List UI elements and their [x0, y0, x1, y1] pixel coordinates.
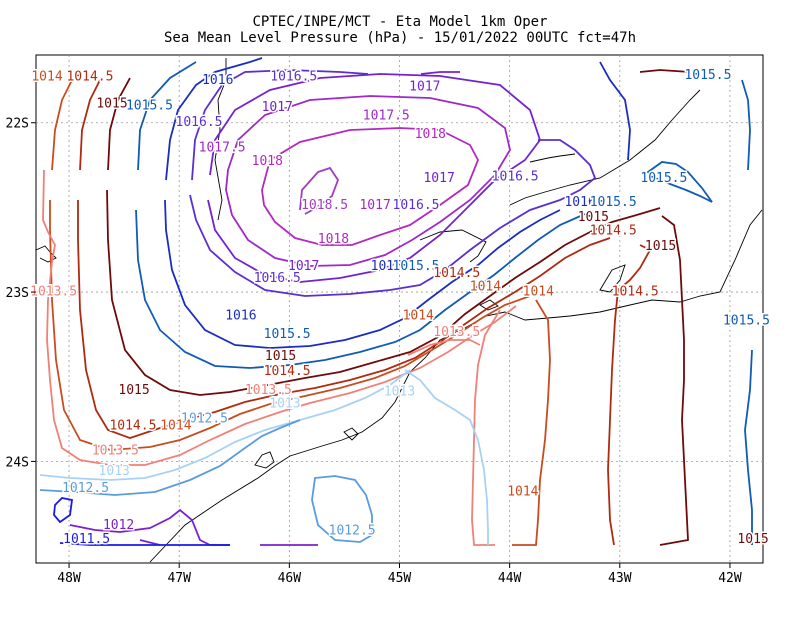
contour-label: 1015.5 — [590, 195, 637, 210]
contour-label: 1015 — [265, 349, 296, 364]
contour-label: 1013 — [384, 384, 415, 399]
contour-label: 1012 — [103, 518, 134, 533]
contour-label: 1013 — [99, 464, 130, 479]
contour-label: 1014.5 — [109, 418, 156, 433]
x-tick-label: 42W — [718, 571, 742, 586]
y-tick-label: 23S — [6, 286, 29, 301]
contour-label: 1014.5 — [612, 285, 659, 300]
x-tick-label: 44W — [498, 571, 522, 586]
contour-label: 1017 — [423, 171, 454, 186]
contour-label: 1018.5 — [301, 198, 348, 213]
contour-label: 1016 — [564, 195, 595, 210]
contour-label: 1017.5 — [359, 198, 406, 213]
y-axis: 22S 23S 24S — [6, 117, 36, 470]
contour-label: 1014 — [403, 308, 434, 323]
contour-label: 1016 — [371, 259, 402, 274]
contour-label: 1015 — [645, 239, 676, 254]
contour-label: 1011.5 — [63, 532, 110, 547]
contour-label: 1013.5 — [245, 383, 292, 398]
contours — [39, 57, 753, 546]
contour-label: 1016.5 — [393, 198, 440, 213]
y-tick-label: 24S — [6, 455, 29, 470]
contour-label: 1014 — [470, 279, 501, 294]
contour-label: 1017.5 — [363, 108, 410, 123]
plot-frame — [35, 54, 764, 564]
contour-label: 1016 — [202, 73, 233, 88]
contour-label: 1017.5 — [199, 141, 246, 156]
contour-label: 1018 — [252, 154, 283, 169]
contour-label: 1017 — [262, 100, 293, 115]
contour-label: 1016.5 — [270, 70, 317, 85]
contour-label: 1012.5 — [329, 523, 376, 538]
contour-label: 1014.5 — [590, 224, 637, 239]
contour-label: 1015 — [96, 97, 127, 112]
contour-label: 1014 — [507, 484, 538, 499]
contour-label: 1014 — [523, 285, 554, 300]
x-tick-label: 45W — [388, 571, 412, 586]
y-tick-label: 22S — [6, 117, 29, 132]
contour-label: 1014 — [160, 418, 191, 433]
contour-label: 1015.5 — [684, 68, 731, 83]
contour-label: 1014.5 — [264, 364, 311, 379]
contour-label: 1013.5 — [433, 325, 480, 340]
x-tick-label: 48W — [57, 571, 81, 586]
contour-label: 1016 — [225, 308, 256, 323]
chart-subtitle: Sea Mean Level Pressure (hPa) - 15/01/20… — [163, 30, 636, 46]
contour-label: 1015.5 — [723, 313, 770, 328]
x-axis: 48W 47W 46W 45W 44W 43W 42W — [57, 563, 742, 586]
contour-label: 1015 — [737, 532, 768, 547]
contour-label: 1015.5 — [393, 259, 440, 274]
contour-label: 1016.5 — [176, 115, 223, 130]
contour-label: 1013.5 — [30, 285, 77, 300]
contour-label: 1012.5 — [62, 481, 109, 496]
contour-label: 1015 — [118, 383, 149, 398]
contour-label: 1015 — [578, 210, 609, 225]
contour-label: 1013.5 — [92, 444, 139, 459]
contour-label: 1016.5 — [492, 169, 539, 184]
contour-label: 1016.5 — [254, 271, 301, 286]
contour-label: 1014 — [31, 70, 62, 85]
contour-label: 1014.5 — [433, 266, 480, 281]
contour-label: 1015.5 — [264, 327, 311, 342]
contour-label: 1017 — [288, 259, 319, 274]
contour-label: 1017 — [409, 80, 440, 95]
x-tick-label: 46W — [278, 571, 302, 586]
contour-label: 1012.5 — [181, 412, 228, 427]
chart-title: CPTEC/INPE/MCT - Eta Model 1km Oper — [252, 14, 548, 30]
contour-label: 1015.5 — [126, 98, 173, 113]
x-tick-label: 47W — [167, 571, 191, 586]
contour-label: 1018 — [318, 232, 349, 247]
contour-label: 1018 — [415, 127, 446, 142]
contour-label: 1013 — [269, 396, 300, 411]
contour-label: 1014.5 — [66, 70, 113, 85]
x-tick-label: 43W — [608, 571, 632, 586]
contour-label: 1015.5 — [640, 171, 687, 186]
